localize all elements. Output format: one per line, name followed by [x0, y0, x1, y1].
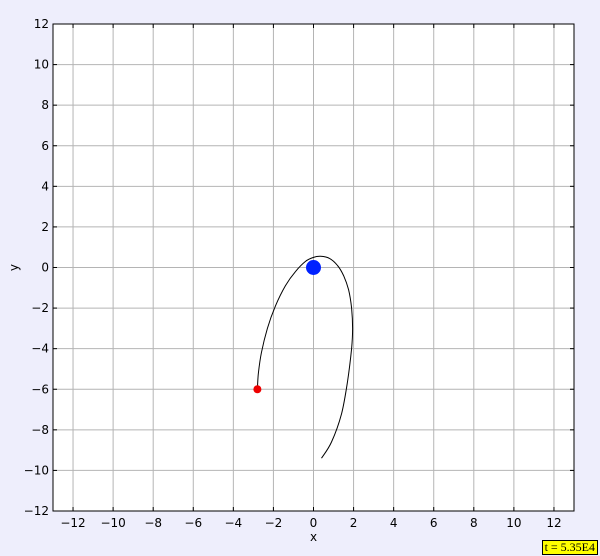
y-tick-label: −2 — [31, 301, 49, 315]
x-tick-label: −10 — [100, 516, 125, 530]
plot-frame — [52, 23, 575, 512]
y-tick-label: 4 — [41, 179, 49, 193]
y-tick-label: −10 — [24, 463, 49, 477]
y-tick-label: 12 — [34, 17, 49, 31]
x-tick-label: −2 — [265, 516, 283, 530]
x-tick-label: 2 — [350, 516, 358, 530]
y-tick-label: 6 — [41, 139, 49, 153]
x-tick-label: −4 — [224, 516, 242, 530]
x-axis-label: x — [310, 530, 317, 544]
x-tick-label: −6 — [184, 516, 202, 530]
x-tick-label: −12 — [60, 516, 85, 530]
y-tick-label: −4 — [31, 342, 49, 356]
x-tick-label: 0 — [310, 516, 318, 530]
axis-ticks — [53, 23, 574, 512]
bodies — [253, 260, 321, 394]
orbiting-body-marker — [253, 385, 262, 394]
y-tick-label: −6 — [31, 382, 49, 396]
y-tick-label: 2 — [41, 220, 49, 234]
x-tick-label: 4 — [390, 516, 398, 530]
y-axis-label: y — [7, 264, 21, 271]
x-tick-labels: −12 −10 −8 −6 −4 −2 0 2 4 6 8 10 12 — [60, 516, 561, 530]
y-tick-label: 0 — [41, 261, 49, 275]
y-tick-label: −8 — [31, 423, 49, 437]
x-tick-label: 12 — [546, 516, 561, 530]
central-body-marker — [306, 260, 321, 275]
x-tick-label: 10 — [506, 516, 521, 530]
x-tick-label: −8 — [144, 516, 162, 530]
x-tick-label: 8 — [470, 516, 478, 530]
orbit-trajectory — [256, 255, 354, 459]
time-readout: t = 5.35E4 — [541, 540, 598, 555]
x-tick-label: 6 — [430, 516, 438, 530]
y-tick-labels: −12 −10 −8 −6 −4 −2 0 2 4 6 8 10 12 — [24, 17, 49, 518]
y-tick-label: 10 — [34, 58, 49, 72]
y-tick-label: −12 — [24, 504, 49, 518]
y-tick-label: 8 — [41, 98, 49, 112]
